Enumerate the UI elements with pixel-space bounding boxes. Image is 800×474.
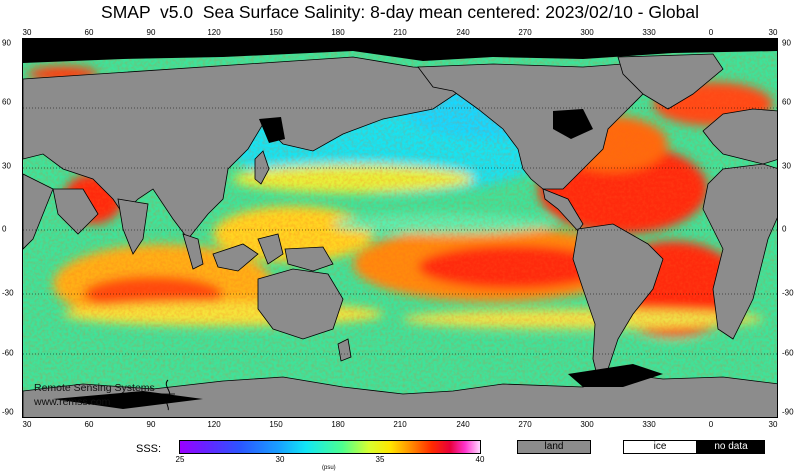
lat-tick-left: -30 (2, 288, 14, 298)
lon-tick-bottom: 330 (642, 420, 656, 429)
lon-tick-bottom: 150 (269, 420, 283, 429)
lon-tick-top: 90 (146, 28, 156, 37)
lon-tick-top: 300 (580, 28, 594, 37)
lat-tick-left: 0 (2, 224, 7, 234)
lon-tick-top: 210 (393, 28, 407, 37)
map-graticule (23, 107, 777, 355)
lon-tick-top: 270 (518, 28, 532, 37)
lat-tick-right: 60 (782, 97, 791, 107)
lat-tick-left: -90 (2, 407, 14, 417)
lon-tick-top: 330 (642, 28, 656, 37)
credit-url[interactable]: www.remss.com (34, 396, 111, 408)
lon-tick-top: 30 (22, 28, 32, 37)
credit-org: Remote Sensing Systems (34, 382, 155, 394)
salinity-map-svg (23, 39, 777, 417)
lat-tick-right: -90 (782, 407, 794, 417)
lat-tick-left: 60 (2, 97, 11, 107)
lon-tick-bottom: 240 (456, 420, 470, 429)
credit-block: Remote Sensing Systems www.remss.com (34, 381, 174, 413)
lon-tick-top: 60 (84, 28, 94, 37)
lon-tick-bottom: 30 (768, 420, 778, 429)
lon-tick-bottom: 30 (22, 420, 32, 429)
map-title: SMAP v5.0 Sea Surface Salinity: 8-day me… (101, 2, 699, 22)
lat-tick-right: -60 (782, 348, 794, 358)
no-data-regions (23, 39, 777, 409)
colorbar-tick: 25 (175, 455, 185, 464)
lon-tick-bottom: 0 (708, 420, 714, 429)
rss-logo-icon (161, 379, 175, 411)
lon-tick-top: 120 (207, 28, 221, 37)
lon-tick-top: 150 (269, 28, 283, 37)
colorbar-tick: 35 (375, 455, 385, 464)
lon-tick-bottom: 210 (393, 420, 407, 429)
salinity-map (22, 38, 778, 418)
lon-tick-bottom: 300 (580, 420, 594, 429)
colorbar-tick: 40 (475, 455, 485, 464)
lat-tick-right: -30 (782, 288, 794, 298)
lon-tick-top: 30 (768, 28, 778, 37)
nodata-legend-box: no data (697, 440, 765, 454)
land-legend-box: land (517, 440, 591, 454)
lon-tick-top: 240 (456, 28, 470, 37)
ice-legend-box: ice (623, 440, 697, 454)
lon-tick-bottom: 60 (84, 420, 94, 429)
lon-tick-bottom: 180 (331, 420, 345, 429)
lon-tick-top: 180 (331, 28, 345, 37)
colorbar-unit: (psu) (322, 465, 336, 471)
lat-tick-left: 30 (2, 161, 11, 171)
lon-tick-bottom: 270 (518, 420, 532, 429)
lat-tick-right: 30 (782, 161, 791, 171)
lat-tick-right: 90 (782, 38, 791, 48)
sss-legend-label: SSS: (136, 443, 162, 455)
lat-tick-left: -60 (2, 348, 14, 358)
land-masses (23, 53, 777, 417)
sss-colorbar (179, 440, 481, 454)
colorbar-tick: 30 (275, 455, 285, 464)
lon-tick-top: 0 (708, 28, 714, 37)
lon-tick-bottom: 120 (207, 420, 221, 429)
lat-tick-right: 0 (782, 224, 787, 234)
lon-tick-bottom: 90 (146, 420, 156, 429)
lat-tick-left: 90 (2, 38, 11, 48)
